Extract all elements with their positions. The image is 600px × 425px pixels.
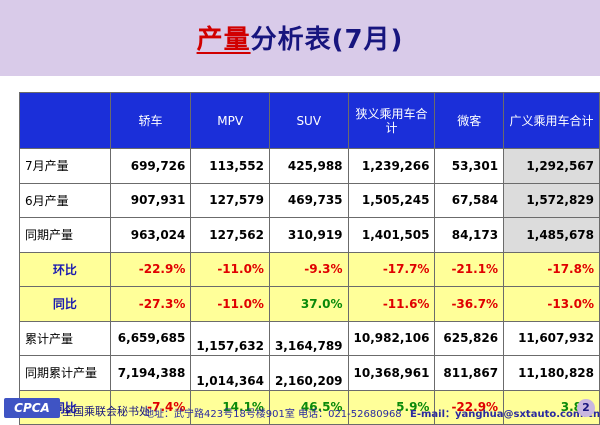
cell: 46.5% xyxy=(268,389,349,425)
header-minivan: 微客 xyxy=(434,92,505,149)
cell: -21.1% xyxy=(434,251,505,287)
header-narrow-total: 狭义乘用车合计 xyxy=(347,92,436,149)
cell: 67,584 xyxy=(434,182,505,218)
cell: 963,024 xyxy=(109,217,192,253)
header-broad-total: 广义乘用车合计 xyxy=(503,92,600,149)
cell: -22.9% xyxy=(434,389,505,425)
table-row: 6月产量 907,931 127,579 469,735 1,505,245 6… xyxy=(19,182,600,218)
cell: -17.8% xyxy=(503,251,600,287)
header-mpv: MPV xyxy=(190,92,270,149)
cell: 625,826 xyxy=(434,320,505,356)
row-label: 同期累计产量 xyxy=(19,355,111,391)
cell: -22.9% xyxy=(109,251,192,287)
page-number: 2 xyxy=(577,399,595,417)
cell: 1,485,678 xyxy=(503,217,600,253)
cell: 127,562 xyxy=(190,217,270,253)
cell: -7.4% xyxy=(109,389,192,425)
cell: -36.7% xyxy=(434,286,505,322)
organization-name: 全国乘联会秘书处 xyxy=(62,405,150,418)
cell: -27.3% xyxy=(109,286,192,322)
cell: 1,292,567 xyxy=(503,148,600,184)
title-highlight: 产量 xyxy=(196,25,251,55)
table-row: 环比 -22.9% -11.0% -9.3% -17.7% -21.1% -17… xyxy=(19,251,600,287)
table-row: 同期产量 963,024 127,562 310,919 1,401,505 8… xyxy=(19,217,600,253)
cell: -11.6% xyxy=(347,286,436,322)
cell: 1,239,266 xyxy=(347,148,436,184)
row-label: 7月产量 xyxy=(19,148,111,184)
cell: 1,014,364 xyxy=(190,355,270,391)
cell: 127,579 xyxy=(190,182,270,218)
cell: 113,552 xyxy=(190,148,270,184)
table-row: 同期累计产量 7,194,388 1,014,364 2,160,209 10,… xyxy=(19,355,600,391)
row-label: 环比 xyxy=(19,251,111,287)
table-row: 累计产量 6,659,685 1,157,632 3,164,789 10,98… xyxy=(19,320,600,356)
title-band xyxy=(0,0,600,76)
table-row: 同比 -27.3% -11.0% 37.0% -11.6% -36.7% -13… xyxy=(19,286,600,322)
row-label: 同比 xyxy=(19,286,111,322)
cell: 1,505,245 xyxy=(347,182,436,218)
production-table: 轿车 MPV SUV 狭义乘用车合计 微客 广义乘用车合计 7月产量 699,7… xyxy=(19,92,600,425)
cell: 2,160,209 xyxy=(268,355,349,391)
footer: CPCA 全国乘联会秘书处 地址：武宁路423号18号楼901室 电话：021-… xyxy=(0,395,600,421)
cell: 425,988 xyxy=(268,148,349,184)
page-title: 产量分析表(7月) xyxy=(0,19,600,56)
cell: 37.0% xyxy=(268,286,349,322)
cell: 1,401,505 xyxy=(347,217,436,253)
cell: -17.7% xyxy=(347,251,436,287)
cell: 10,982,106 xyxy=(347,320,436,356)
email: E-mail：yanghua@sxtauto.com.cn xyxy=(410,409,600,420)
cell: 11,180,828 xyxy=(503,355,600,391)
cell: 907,931 xyxy=(109,182,192,218)
table-header-row: 轿车 MPV SUV 狭义乘用车合计 微客 广义乘用车合计 xyxy=(19,92,600,149)
cell: 811,867 xyxy=(434,355,505,391)
cell: 5.9% xyxy=(347,389,436,425)
cell: 3,164,789 xyxy=(268,320,349,356)
header-sedan: 轿车 xyxy=(109,92,192,149)
header-blank xyxy=(19,92,111,149)
cell: -11.0% xyxy=(190,251,270,287)
cell: 11,607,932 xyxy=(503,320,600,356)
cpca-logo: CPCA xyxy=(4,398,60,418)
row-label: 同期产量 xyxy=(19,217,111,253)
cell: -9.3% xyxy=(268,251,349,287)
row-label: 6月产量 xyxy=(19,182,111,218)
cell: 53,301 xyxy=(434,148,505,184)
row-label: 累计产量 xyxy=(19,320,111,356)
table-row: 同比 -7.4% 14.1% 46.5% 5.9% -22.9% 3.8% xyxy=(19,389,600,425)
title-rest: 分析表(7月) xyxy=(250,25,404,55)
cell: 10,368,961 xyxy=(347,355,436,391)
cell: 7,194,388 xyxy=(109,355,192,391)
address-phone: 地址：武宁路423号18号楼901室 电话：021-52680968 xyxy=(144,409,402,420)
cell: 84,173 xyxy=(434,217,505,253)
cell: 6,659,685 xyxy=(109,320,192,356)
cell: 1,157,632 xyxy=(190,320,270,356)
row-label: 同比 xyxy=(19,389,111,425)
cell: 699,726 xyxy=(109,148,192,184)
cell: 469,735 xyxy=(268,182,349,218)
table-row: 7月产量 699,726 113,552 425,988 1,239,266 5… xyxy=(19,148,600,184)
cell: -11.0% xyxy=(190,286,270,322)
cell: 1,572,829 xyxy=(503,182,600,218)
header-suv: SUV xyxy=(268,92,349,149)
cell: -13.0% xyxy=(503,286,600,322)
cell: 310,919 xyxy=(268,217,349,253)
